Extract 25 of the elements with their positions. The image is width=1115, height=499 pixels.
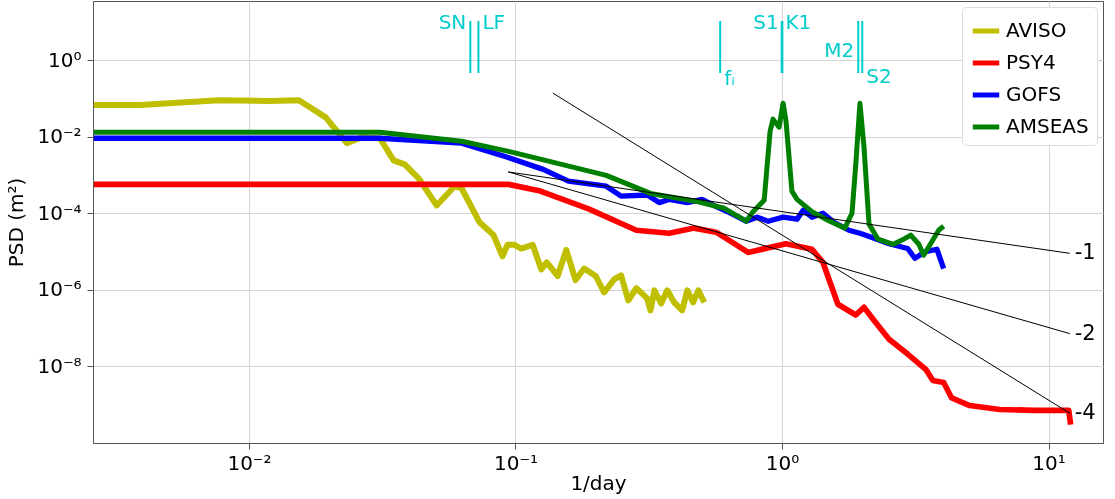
ref-line-label: fᵢ xyxy=(724,66,735,90)
ref-line-label: S2 xyxy=(866,64,892,88)
series-label: -2 xyxy=(1074,320,1096,345)
y-axis-title: PSD (m²) xyxy=(4,177,29,268)
series-label: -1 xyxy=(1074,240,1096,265)
series-label: -4 xyxy=(1074,400,1096,425)
ref-line-label: S1 xyxy=(753,10,779,34)
y-tick-label: 10⁰ xyxy=(48,47,82,72)
legend-label: AMSEAS xyxy=(1006,114,1089,138)
ref-line-label: M2 xyxy=(824,38,855,62)
x-tick-label: 10⁻¹ xyxy=(493,450,539,475)
y-tick-label: 10⁻² xyxy=(37,124,82,149)
legend-label: PSY4 xyxy=(1006,50,1056,74)
x-tick-label: 10⁰ xyxy=(765,450,800,475)
legend-label: GOFS xyxy=(1006,82,1062,106)
y-tick-label: 10⁻⁸ xyxy=(37,353,82,378)
x-axis-title: 1/day xyxy=(570,470,627,495)
x-tick-label: 10¹ xyxy=(1032,450,1066,475)
ref-line-label: SN xyxy=(438,10,467,34)
legend-label: AVISO xyxy=(1006,18,1067,42)
x-tick-label: 10⁻² xyxy=(227,450,272,475)
ref-line-label: K1 xyxy=(785,10,812,34)
y-tick-label: 10⁻⁴ xyxy=(37,200,82,225)
ref-line-label: LF xyxy=(482,10,506,34)
y-tick-label: 10⁻⁶ xyxy=(37,277,82,302)
